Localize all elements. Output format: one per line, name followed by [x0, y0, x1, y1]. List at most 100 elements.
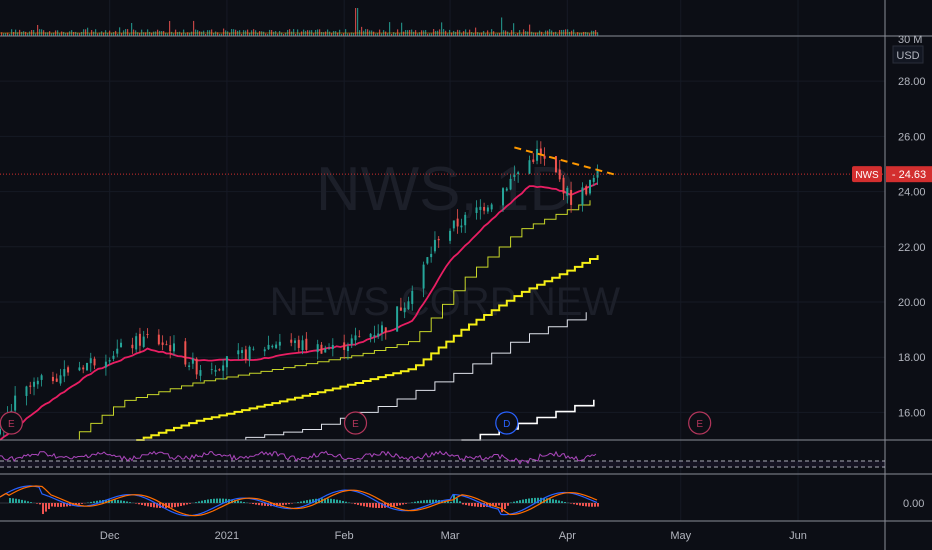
- volume-bar: [325, 31, 327, 36]
- volume-bar: [585, 31, 587, 36]
- volume-bar: [21, 31, 23, 36]
- volume-bar: [121, 33, 123, 36]
- macd-histogram-bar: [465, 503, 467, 506]
- macd-histogram-bar: [222, 498, 224, 503]
- currency-box[interactable]: [892, 45, 924, 64]
- macd-histogram-bar: [291, 503, 293, 504]
- macd-histogram-bar: [168, 503, 170, 508]
- volume-bar: [39, 29, 41, 36]
- volume-bar: [583, 31, 585, 36]
- event-marker-E[interactable]: E: [688, 411, 712, 435]
- volume-bar: [535, 32, 537, 36]
- volume-bar: [99, 32, 101, 36]
- series-sma_slow: [136, 255, 599, 441]
- volume-bar: [485, 33, 487, 36]
- volume-bar: [115, 30, 117, 36]
- macd-histogram-bar: [552, 499, 554, 503]
- macd-pane[interactable]: [0, 485, 599, 517]
- volume-bar: [45, 32, 47, 36]
- macd-histogram-bar: [363, 503, 365, 507]
- volume-bar: [483, 30, 485, 36]
- series-sma_mid: [68, 200, 591, 441]
- main-pane[interactable]: [0, 0, 885, 440]
- volume-bar: [501, 17, 503, 36]
- macd-histogram-bar: [501, 503, 503, 513]
- volume-bar: [427, 33, 429, 36]
- macd-histogram-bar: [450, 501, 452, 503]
- series-sma_long: [226, 312, 587, 441]
- candle-body: [244, 349, 247, 361]
- macd-histogram-bar: [414, 501, 416, 503]
- candle-body: [36, 380, 39, 385]
- macd-histogram-bar: [594, 503, 596, 507]
- volume-bar: [429, 33, 431, 36]
- candle-body: [528, 160, 531, 174]
- volume-bar: [579, 32, 581, 36]
- event-label: E: [8, 419, 15, 430]
- candle-body: [558, 169, 561, 180]
- macd-histogram-bar: [27, 501, 29, 503]
- macd-histogram-bar: [201, 500, 203, 503]
- macd-histogram-bar: [45, 503, 47, 512]
- price-tick-label: 28.00: [898, 76, 926, 88]
- volume-bar: [491, 29, 493, 36]
- volume-bar: [185, 33, 187, 36]
- macd-histogram-bar: [531, 498, 533, 503]
- volume-bar: [167, 33, 169, 36]
- volume-bar: [67, 32, 69, 36]
- macd-histogram-bar: [573, 503, 575, 505]
- macd-histogram-bar: [213, 498, 215, 503]
- macd-histogram-bar: [429, 499, 431, 503]
- candle-body: [108, 360, 111, 362]
- volume-bar: [277, 33, 279, 36]
- event-marker-D[interactable]: D: [495, 411, 519, 435]
- event-label: E: [352, 419, 359, 430]
- volume-bar: [159, 30, 161, 36]
- volume-bar: [13, 31, 15, 36]
- candle-body: [278, 341, 281, 346]
- volume-bar: [433, 29, 435, 36]
- volume-bar: [337, 32, 339, 36]
- volume-bar: [495, 33, 497, 36]
- macd-histogram-bar: [345, 501, 347, 503]
- volume-histogram: [0, 8, 599, 36]
- macd-histogram-bar: [510, 502, 512, 503]
- macd-histogram-bar: [441, 500, 443, 503]
- volume-bar: [419, 32, 421, 36]
- event-marker-E[interactable]: E: [343, 411, 368, 435]
- volume-bar: [223, 28, 225, 36]
- candle-body: [294, 340, 296, 343]
- macd-histogram-bar: [93, 501, 95, 503]
- macd-histogram-bar: [366, 503, 368, 507]
- volume-bar: [441, 22, 443, 36]
- series-layer: [0, 182, 599, 441]
- candle-body: [82, 367, 85, 370]
- candle-body: [131, 344, 134, 349]
- rsi-pane[interactable]: [0, 450, 885, 468]
- macd-histogram-bar: [537, 497, 539, 503]
- candle-body: [33, 381, 36, 387]
- volume-bar: [125, 29, 127, 36]
- volume-bar: [355, 8, 357, 36]
- macd-histogram-bar: [189, 503, 191, 504]
- macd-histogram-bar: [306, 500, 308, 503]
- volume-bar: [473, 33, 475, 36]
- volume-bar: [497, 33, 499, 36]
- price-axis-pane[interactable]: [885, 0, 932, 550]
- candle-body: [411, 291, 414, 304]
- volume-bar: [461, 33, 463, 36]
- volume-bar: [275, 31, 277, 36]
- candle-body: [275, 344, 278, 348]
- macd-histogram-bar: [471, 503, 473, 507]
- volume-bar: [1, 32, 3, 36]
- resistance-trendline[interactable]: [514, 146, 617, 176]
- volume-bar: [153, 31, 155, 36]
- candle-body: [426, 257, 429, 264]
- volume-bar: [543, 33, 545, 36]
- candle-body: [25, 386, 28, 396]
- event-marker-E[interactable]: E: [0, 411, 23, 435]
- candle-body: [301, 340, 304, 351]
- volume-bar: [131, 23, 133, 36]
- macd-histogram-bar: [474, 503, 476, 507]
